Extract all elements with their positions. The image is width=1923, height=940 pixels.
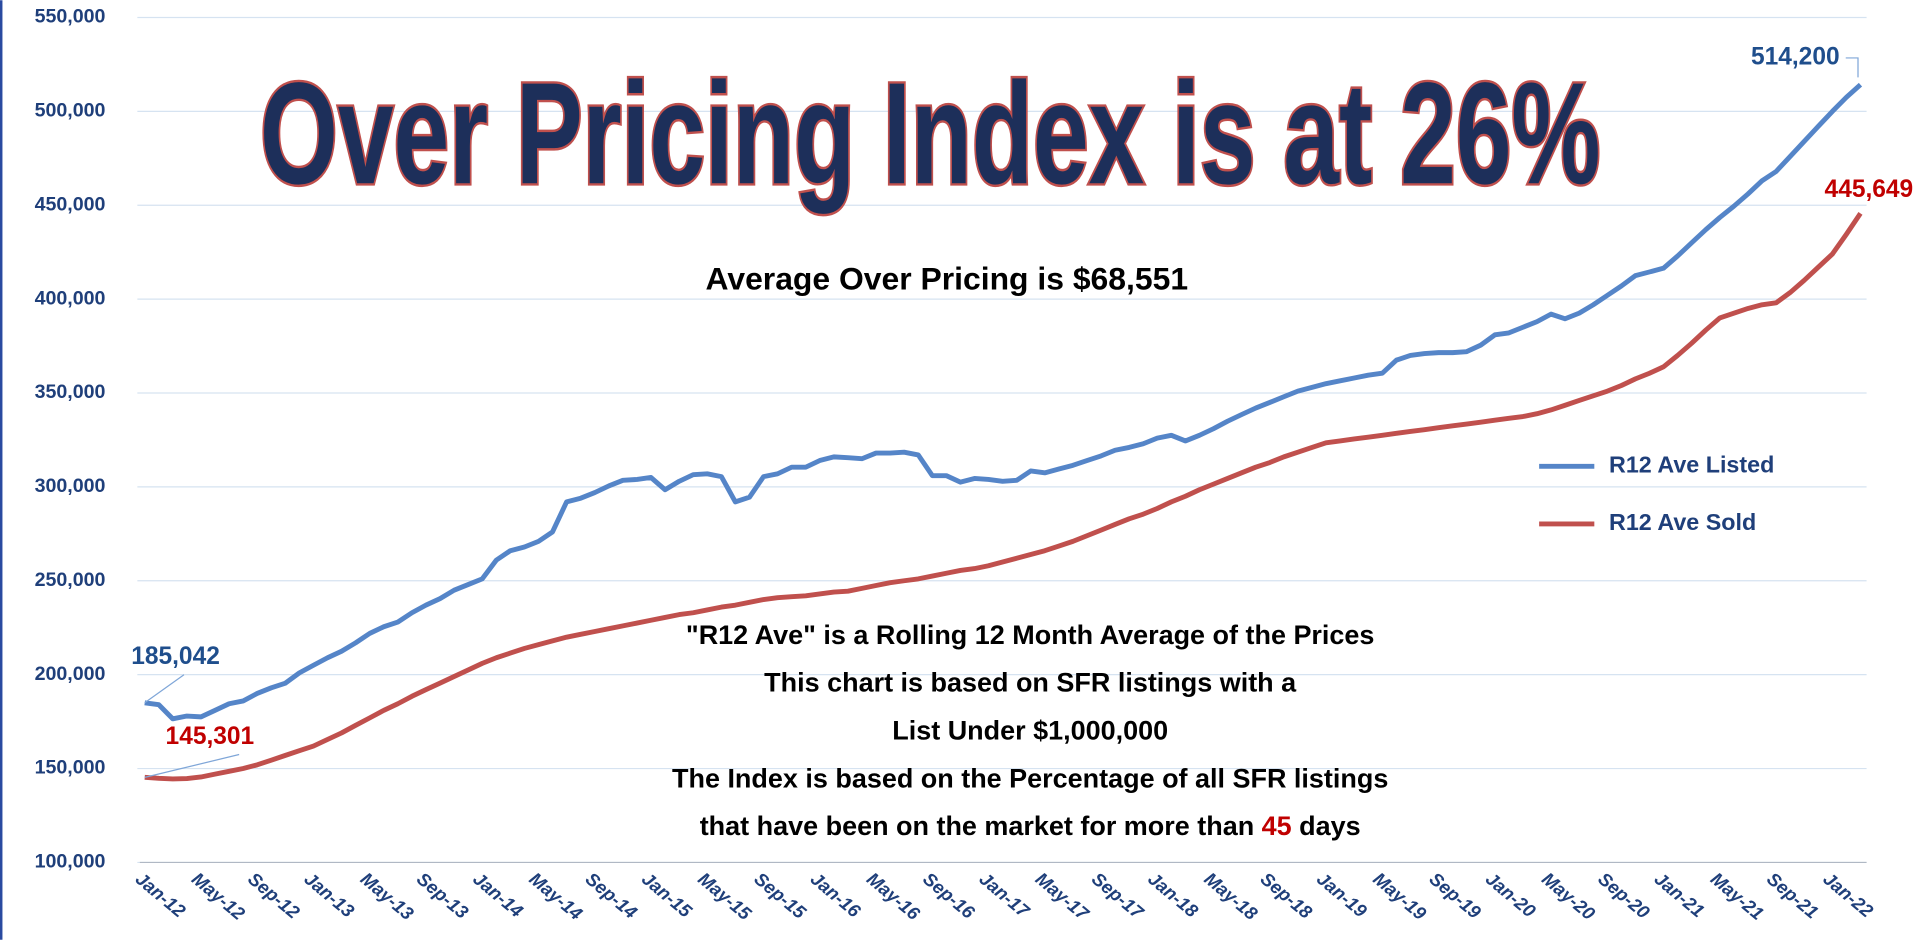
note-part: that have been on the market for more th…	[700, 811, 1262, 841]
y-tick-label: 100,000	[35, 851, 106, 873]
note: "R12 Ave" is a Rolling 12 Month Average …	[686, 620, 1374, 650]
chart-subtitle: Average Over Pricing is $68,551	[706, 261, 1189, 297]
note-part: days	[1292, 811, 1361, 841]
note: The Index is based on the Percentage of …	[672, 763, 1388, 793]
chart-title: Over Pricing Index is at 26%	[260, 52, 1600, 214]
data-label: 145,301	[166, 723, 255, 750]
data-label: 445,649	[1825, 176, 1914, 203]
leader-line	[1845, 57, 1859, 78]
y-tick-label: 200,000	[35, 663, 106, 685]
leader-line	[144, 674, 185, 704]
legend-label: R12 Ave Listed	[1609, 451, 1774, 477]
data-label: 514,200	[1751, 43, 1840, 70]
y-tick-label: 150,000	[35, 757, 106, 779]
data-label: 185,042	[131, 643, 220, 670]
legend-label: R12 Ave Sold	[1609, 509, 1756, 535]
leader-line	[144, 753, 240, 778]
note: This chart is based on SFR listings with…	[764, 668, 1297, 698]
note-part: 45	[1262, 811, 1292, 841]
y-tick-label: 350,000	[35, 381, 106, 403]
series-line	[144, 82, 1863, 722]
y-tick-label: 300,000	[35, 475, 106, 497]
y-tick-label: 550,000	[35, 6, 106, 28]
y-tick-label: 500,000	[35, 100, 106, 122]
y-tick-label: 400,000	[35, 287, 106, 309]
y-tick-label: 450,000	[35, 193, 106, 215]
series-line	[144, 212, 1863, 782]
note: List Under $1,000,000	[892, 716, 1168, 746]
note: that have been on the market for more th…	[700, 811, 1361, 841]
y-tick-label: 250,000	[35, 569, 106, 591]
